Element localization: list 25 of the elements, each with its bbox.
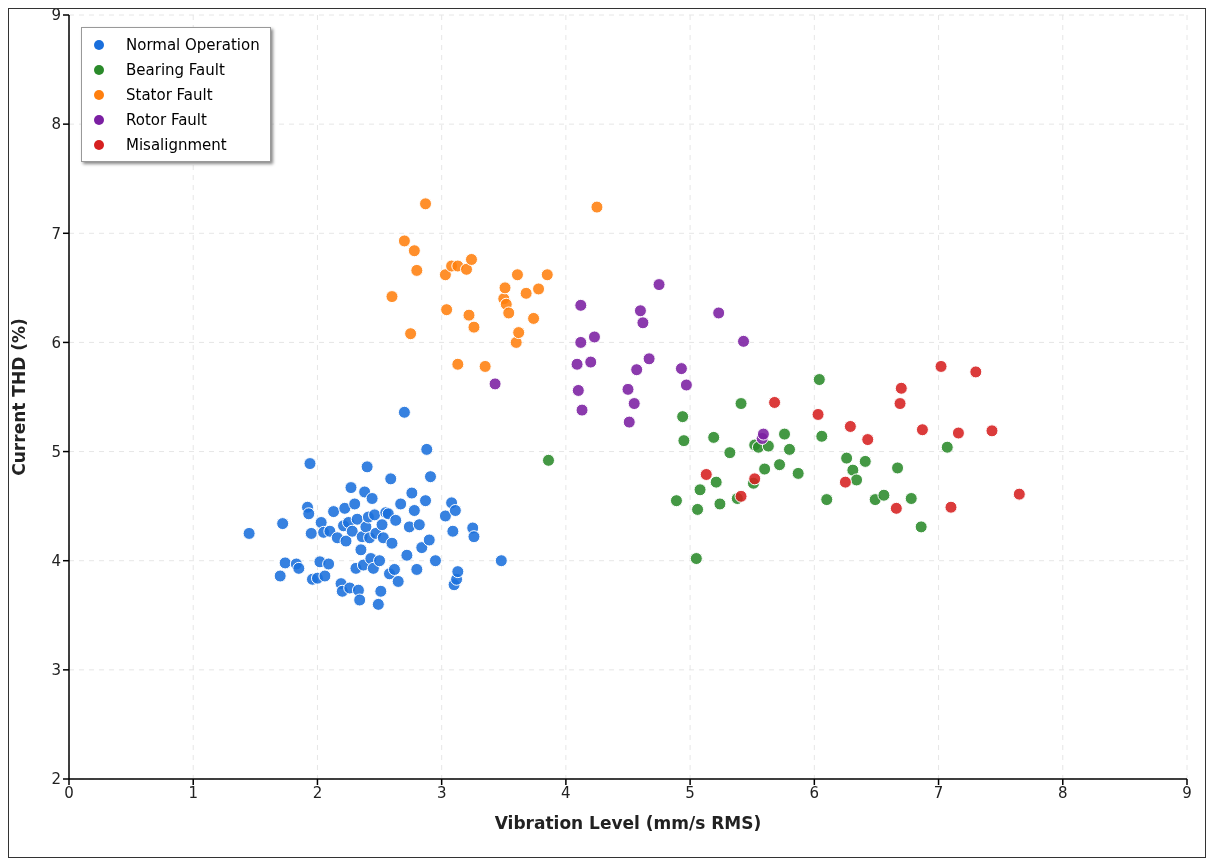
legend-label: Misalignment [126,135,227,154]
y-tick-label: 2 [51,770,61,789]
x-tick-label: 2 [312,783,323,802]
x-tick-label: 5 [685,783,695,802]
y-axis-title: Current THD (%) [9,318,30,476]
legend-label: Stator Fault [126,85,213,104]
x-tick-label: 8 [1058,783,1068,802]
y-tick-label: 3 [51,661,61,680]
legend-label: Normal Operation [126,35,260,54]
x-axis-title: Vibration Level (mm/s RMS) [494,813,762,833]
y-tick-label: 4 [51,552,61,571]
x-tick-label: 4 [561,783,571,802]
x-tick-label: 7 [933,783,944,802]
y-tick-label: 5 [51,442,61,461]
x-tick-label: 3 [436,783,447,802]
y-tick-label: 6 [51,333,61,352]
x-tick-label: 1 [188,783,198,802]
y-tick-label: 8 [51,115,61,134]
y-tick-label: 7 [51,224,61,243]
y-tick-label: 9 [51,6,61,25]
legend-label: Bearing Fault [126,60,225,79]
x-tick-label: 9 [1182,783,1192,802]
legend-label: Rotor Fault [126,110,207,129]
x-tick-label: 6 [809,783,820,802]
x-tick-label: 0 [64,783,74,802]
